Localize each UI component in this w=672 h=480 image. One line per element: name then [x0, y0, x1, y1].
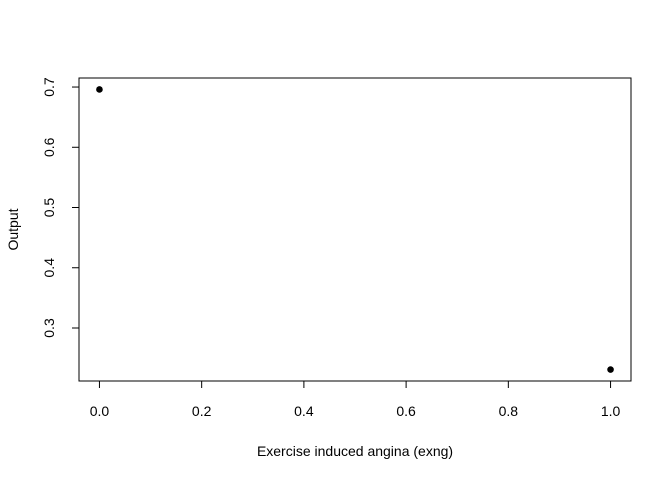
x-axis: 0.0 0.2 0.4 0.6 0.8 1.0: [90, 380, 621, 419]
data-point: [607, 366, 614, 373]
y-tick-label: 0.6: [41, 137, 57, 157]
x-tick-label: 0.2: [192, 403, 212, 419]
y-tick-label: 0.4: [41, 258, 57, 278]
y-axis-label: Output: [5, 208, 21, 250]
y-tick-label: 0.3: [41, 318, 57, 338]
y-tick-label: 0.7: [41, 77, 57, 97]
data-point: [96, 86, 103, 93]
y-tick-label: 0.5: [41, 198, 57, 218]
plot-frame: [78, 77, 632, 382]
x-axis-label: Exercise induced angina (exng): [257, 443, 453, 459]
x-tick-label: 0.0: [90, 403, 110, 419]
x-tick-label: 1.0: [601, 403, 621, 419]
data-points: [96, 86, 614, 373]
x-tick-label: 0.8: [499, 403, 519, 419]
x-tick-label: 0.4: [294, 403, 314, 419]
x-tick-label: 0.6: [396, 403, 416, 419]
y-axis: 0.3 0.4 0.5 0.6 0.7: [41, 77, 80, 338]
